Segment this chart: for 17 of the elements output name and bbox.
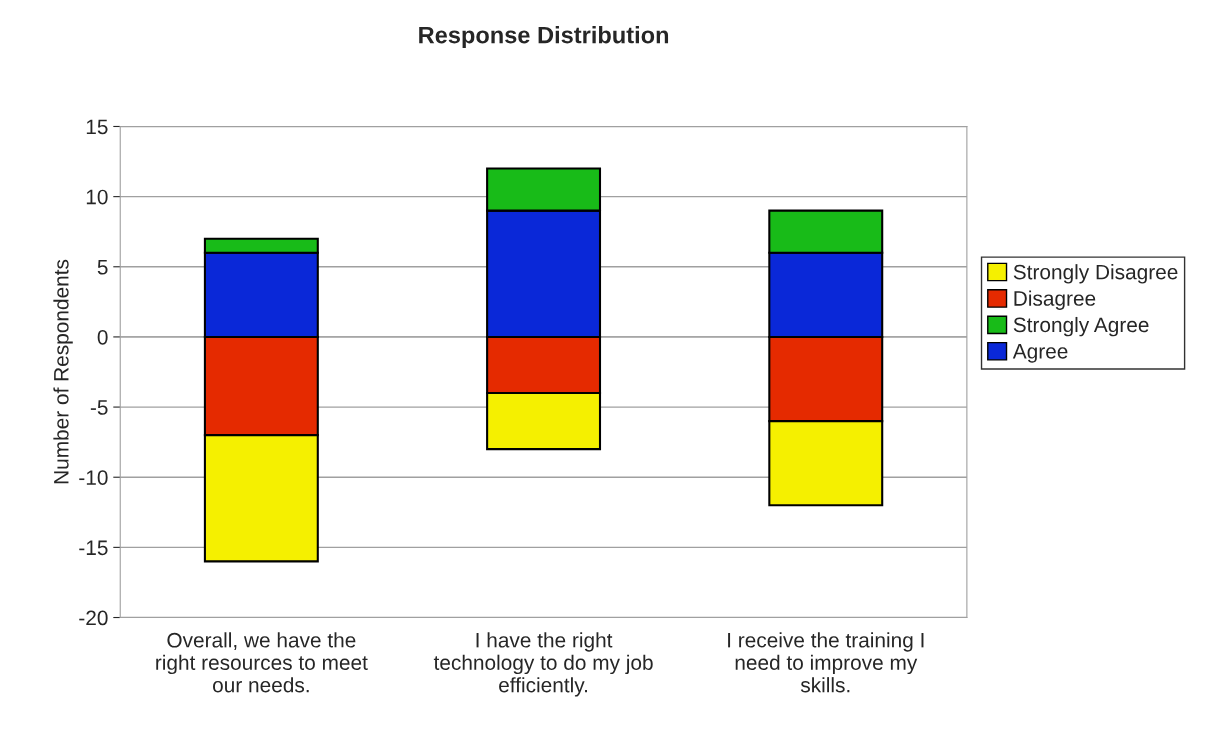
x-tick-label: Overall, we have the right resources to meet our needs. — [156, 632, 368, 693]
y-tick-label: 10 — [86, 189, 108, 205]
y-tick-label: 15 — [86, 119, 108, 135]
legend-label: Strongly Disagree — [1013, 264, 1178, 284]
chart-title: Response Distribution — [419, 26, 669, 49]
x-tick-label: I receive the training I need to improve my skills. — [728, 632, 924, 693]
y-tick-label: 0 — [97, 329, 108, 345]
y-tick-label: -15 — [79, 540, 108, 556]
y-tick-label: -10 — [79, 470, 108, 485]
legend-label: Disagree — [1014, 290, 1096, 310]
y-tick-label: 5 — [97, 259, 108, 275]
legend-label: Agree — [1012, 344, 1068, 363]
y-tick-label: -20 — [79, 610, 108, 626]
x-tick-label: I have the right technology to do my job efficiently. — [433, 632, 653, 697]
y-tick-label: -5 — [90, 400, 108, 415]
y-axis-title: Number of Respondents — [53, 259, 73, 484]
legend-label: Strongly Agree — [1013, 316, 1149, 337]
